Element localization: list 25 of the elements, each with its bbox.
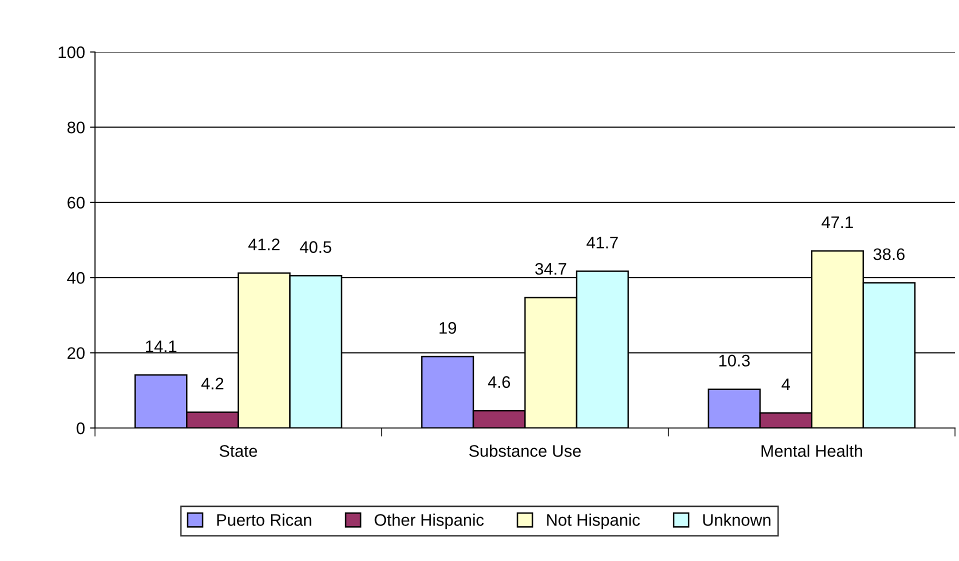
y-tick-label: 80 — [67, 122, 85, 134]
data-label: 19 — [440, 322, 456, 334]
y-tick-label: 100 — [58, 46, 85, 58]
data-label: 4.6 — [488, 376, 510, 388]
data-label: 41.2 — [248, 238, 280, 250]
data-label: 14.1 — [146, 340, 176, 352]
y-tick-label: 20 — [68, 347, 85, 360]
data-label: 47.1 — [822, 216, 853, 228]
data-label: 38.6 — [873, 248, 905, 260]
data-label: 41.7 — [586, 236, 618, 248]
legend-label: Puerto Rican — [217, 514, 312, 526]
x-tick-label: Substance Use — [469, 444, 581, 457]
legend-label: Unknown — [703, 514, 770, 526]
y-tick-label: 0 — [76, 422, 85, 434]
data-label: 34.7 — [535, 262, 566, 275]
legend-label: Other Hispanic — [374, 514, 484, 530]
y-tick-label: 60 — [68, 196, 85, 209]
x-tick-label: State — [220, 445, 258, 457]
data-label: 4.2 — [201, 378, 224, 390]
data-label: 10.3 — [719, 354, 750, 367]
data-label: 4 — [782, 378, 790, 390]
legend-label: Not Hispanic — [547, 514, 640, 530]
x-tick-label: Mental Health — [762, 444, 862, 457]
data-label: 40.5 — [300, 241, 332, 253]
y-tick-label: 40 — [67, 272, 85, 284]
